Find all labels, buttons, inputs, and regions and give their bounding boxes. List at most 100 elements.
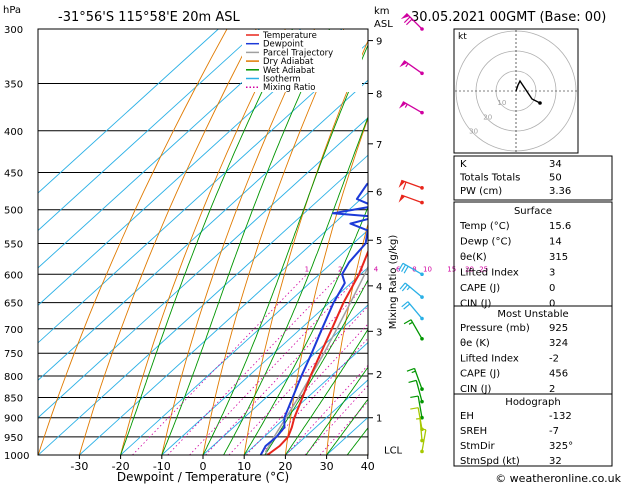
datetime-title: 30.05.2021 00GMT (Base: 00) (411, 10, 606, 25)
wind-barbs (399, 13, 426, 453)
isotherm-line (0, 29, 383, 455)
km-tick-label: 4 (376, 282, 382, 293)
wind-barb-half-flag (422, 429, 426, 430)
isotherm-line (0, 29, 260, 455)
x-axis-label: Dewpoint / Temperature (°C) (117, 470, 289, 484)
table-row-value: 32 (549, 456, 562, 467)
pressure-tick-label: 800 (4, 372, 23, 383)
pressure-tick-label: 550 (4, 239, 23, 250)
table-row-value: -7 (549, 426, 559, 437)
table-row-value: 2 (549, 384, 555, 395)
table-row-label: EH (460, 411, 474, 422)
wind-barb (400, 283, 424, 299)
wind-barb-staff (411, 320, 422, 339)
km-unit: km (374, 6, 390, 17)
mixing-ratio-axis-label: Mixing Ratio (g/kg) (388, 235, 399, 330)
wind-barb-base (420, 27, 424, 31)
hodograph-table-title: Hodograph (505, 397, 560, 408)
wind-barb (402, 302, 424, 321)
table-row-value: 315 (549, 252, 568, 263)
table-row-label: StmDir (460, 441, 495, 452)
wind-barb (404, 320, 424, 341)
legend-entry: Mixing Ratio (263, 83, 315, 93)
copyright: © weatheronline.co.uk (495, 472, 621, 485)
mixing-ratio-label: 1 (305, 265, 309, 273)
hodograph-ring-label: 30 (469, 127, 478, 135)
hpa-unit: hPa (3, 5, 21, 16)
table-row-value: 324 (549, 338, 568, 349)
pressure-tick-label: 700 (4, 325, 23, 336)
wind-barb-base (420, 400, 424, 404)
table-row-value: -2 (549, 353, 559, 364)
wind-barb-half-flag (409, 322, 412, 324)
wind-barb (409, 380, 424, 403)
dry-adiabat-line (605, 29, 629, 455)
dry-adiabat-line (121, 29, 286, 455)
km-tick-label: 5 (376, 236, 382, 247)
pressure-tick-label: 1000 (4, 451, 29, 462)
wind-barb-pennant (399, 195, 405, 203)
wind-barb-base (420, 295, 424, 299)
pressure-tick-label: 450 (4, 168, 23, 179)
plot-frame (38, 29, 368, 455)
wind-barb-base (420, 111, 424, 115)
wind-barb-flag (409, 380, 417, 382)
x-tick-label: 40 (361, 460, 375, 473)
wind-barb-base (420, 201, 424, 205)
table-row-label: θe (K) (460, 338, 490, 349)
table-row-value: 14 (549, 237, 562, 248)
table-row-label: CIN (J) (460, 299, 491, 310)
table-row-label: θe(K) (460, 252, 487, 263)
wind-barb-base (420, 272, 424, 276)
x-tick-label: -30 (70, 460, 88, 473)
table-row-label: Totals Totals (459, 173, 520, 184)
km-tick-label: 9 (376, 37, 382, 48)
table-row-label: Pressure (mb) (460, 323, 530, 334)
table-row-label: StmSpd (kt) (460, 456, 520, 467)
wind-barb-half-flag (412, 371, 416, 372)
table-row-value: 456 (549, 369, 568, 380)
pressure-tick-label: 300 (4, 25, 23, 36)
km-tick-label: 8 (376, 90, 382, 101)
km-tick-label: 1 (376, 414, 382, 425)
wind-barb-half-flag (406, 64, 408, 67)
table-row-label: K (460, 159, 467, 170)
mixing-ratio-label: 10 (423, 265, 432, 273)
wind-barb-flag (407, 368, 415, 371)
wind-barb-base (420, 337, 424, 341)
pressure-tick-label: 600 (4, 270, 23, 281)
pressure-tick-label: 650 (4, 299, 23, 310)
table-row-value: 3.36 (549, 186, 571, 197)
wind-barb-staff (404, 61, 422, 74)
lcl-label: LCL (384, 445, 403, 456)
mixing-ratio-label: 2 (338, 265, 342, 273)
mixing-ratio-label: 4 (374, 265, 379, 273)
wind-barb-base (420, 186, 424, 190)
pressure-tick-label: 950 (4, 433, 23, 444)
table-row-value: 34 (549, 159, 562, 170)
dry-adiabat-line (79, 29, 256, 455)
table-row-value: 50 (549, 173, 562, 184)
km-tick-label: 3 (376, 327, 382, 338)
location-title: -31°56'S 115°58'E 20m ASL (58, 10, 240, 25)
km-tick-label: 6 (376, 188, 382, 199)
mixing-ratio-label: 15 (447, 265, 456, 273)
km-tick-label: 7 (376, 140, 382, 151)
pressure-tick-label: 750 (4, 349, 23, 360)
pressure-tick-label: 500 (4, 206, 23, 217)
hodograph-ring-label: 10 (497, 99, 506, 107)
wind-barb-base (420, 71, 424, 75)
wind-barb-flag (403, 182, 406, 190)
wind-barb (399, 61, 423, 75)
table-row-label: CAPE (J) (460, 369, 500, 380)
wind-barb (399, 102, 424, 115)
table-row-value: 0 (549, 283, 555, 294)
wind-barb-base (420, 450, 424, 454)
wind-barb-base (420, 317, 424, 321)
x-tick-label: 30 (320, 460, 334, 473)
table-row-label: CAPE (J) (460, 283, 500, 294)
wind-barb (407, 368, 424, 390)
wind-barb-half-flag (407, 287, 410, 290)
